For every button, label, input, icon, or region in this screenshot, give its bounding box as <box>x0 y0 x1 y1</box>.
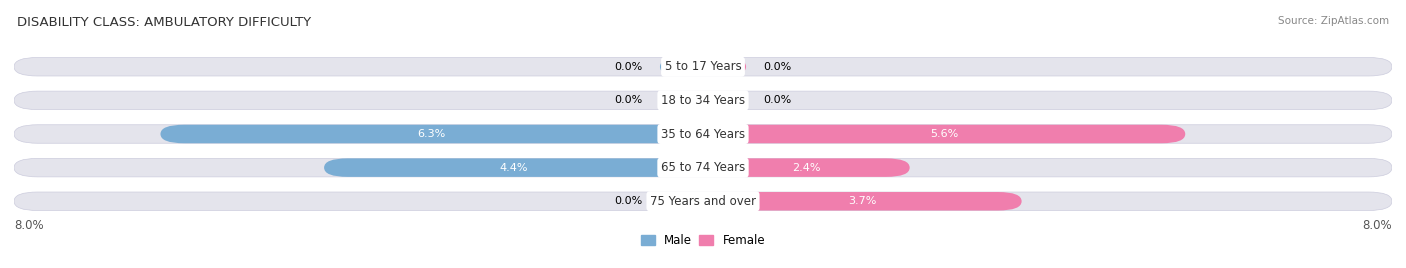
Text: 0.0%: 0.0% <box>763 62 792 72</box>
FancyBboxPatch shape <box>703 192 1022 210</box>
Text: DISABILITY CLASS: AMBULATORY DIFFICULTY: DISABILITY CLASS: AMBULATORY DIFFICULTY <box>17 16 311 29</box>
FancyBboxPatch shape <box>14 158 1392 177</box>
FancyBboxPatch shape <box>14 192 1392 210</box>
FancyBboxPatch shape <box>659 58 703 76</box>
FancyBboxPatch shape <box>703 58 747 76</box>
FancyBboxPatch shape <box>703 158 910 177</box>
Text: 0.0%: 0.0% <box>614 95 643 105</box>
FancyBboxPatch shape <box>323 158 703 177</box>
Text: 35 to 64 Years: 35 to 64 Years <box>661 128 745 140</box>
FancyBboxPatch shape <box>14 91 1392 110</box>
FancyBboxPatch shape <box>14 58 1392 76</box>
Text: 18 to 34 Years: 18 to 34 Years <box>661 94 745 107</box>
Text: 6.3%: 6.3% <box>418 129 446 139</box>
Text: 2.4%: 2.4% <box>792 163 821 173</box>
Text: 5.6%: 5.6% <box>929 129 959 139</box>
FancyBboxPatch shape <box>160 125 703 143</box>
Text: 3.7%: 3.7% <box>848 196 876 206</box>
Text: 4.4%: 4.4% <box>499 163 527 173</box>
Text: 65 to 74 Years: 65 to 74 Years <box>661 161 745 174</box>
Text: 8.0%: 8.0% <box>14 219 44 232</box>
FancyBboxPatch shape <box>659 91 703 110</box>
Text: 8.0%: 8.0% <box>1362 219 1392 232</box>
Text: 5 to 17 Years: 5 to 17 Years <box>665 60 741 73</box>
FancyBboxPatch shape <box>659 192 703 210</box>
Text: 75 Years and over: 75 Years and over <box>650 195 756 208</box>
Text: Source: ZipAtlas.com: Source: ZipAtlas.com <box>1278 16 1389 26</box>
Text: 0.0%: 0.0% <box>614 62 643 72</box>
FancyBboxPatch shape <box>14 125 1392 143</box>
FancyBboxPatch shape <box>703 91 747 110</box>
Text: 0.0%: 0.0% <box>763 95 792 105</box>
Text: 0.0%: 0.0% <box>614 196 643 206</box>
FancyBboxPatch shape <box>703 125 1185 143</box>
Legend: Male, Female: Male, Female <box>636 229 770 252</box>
